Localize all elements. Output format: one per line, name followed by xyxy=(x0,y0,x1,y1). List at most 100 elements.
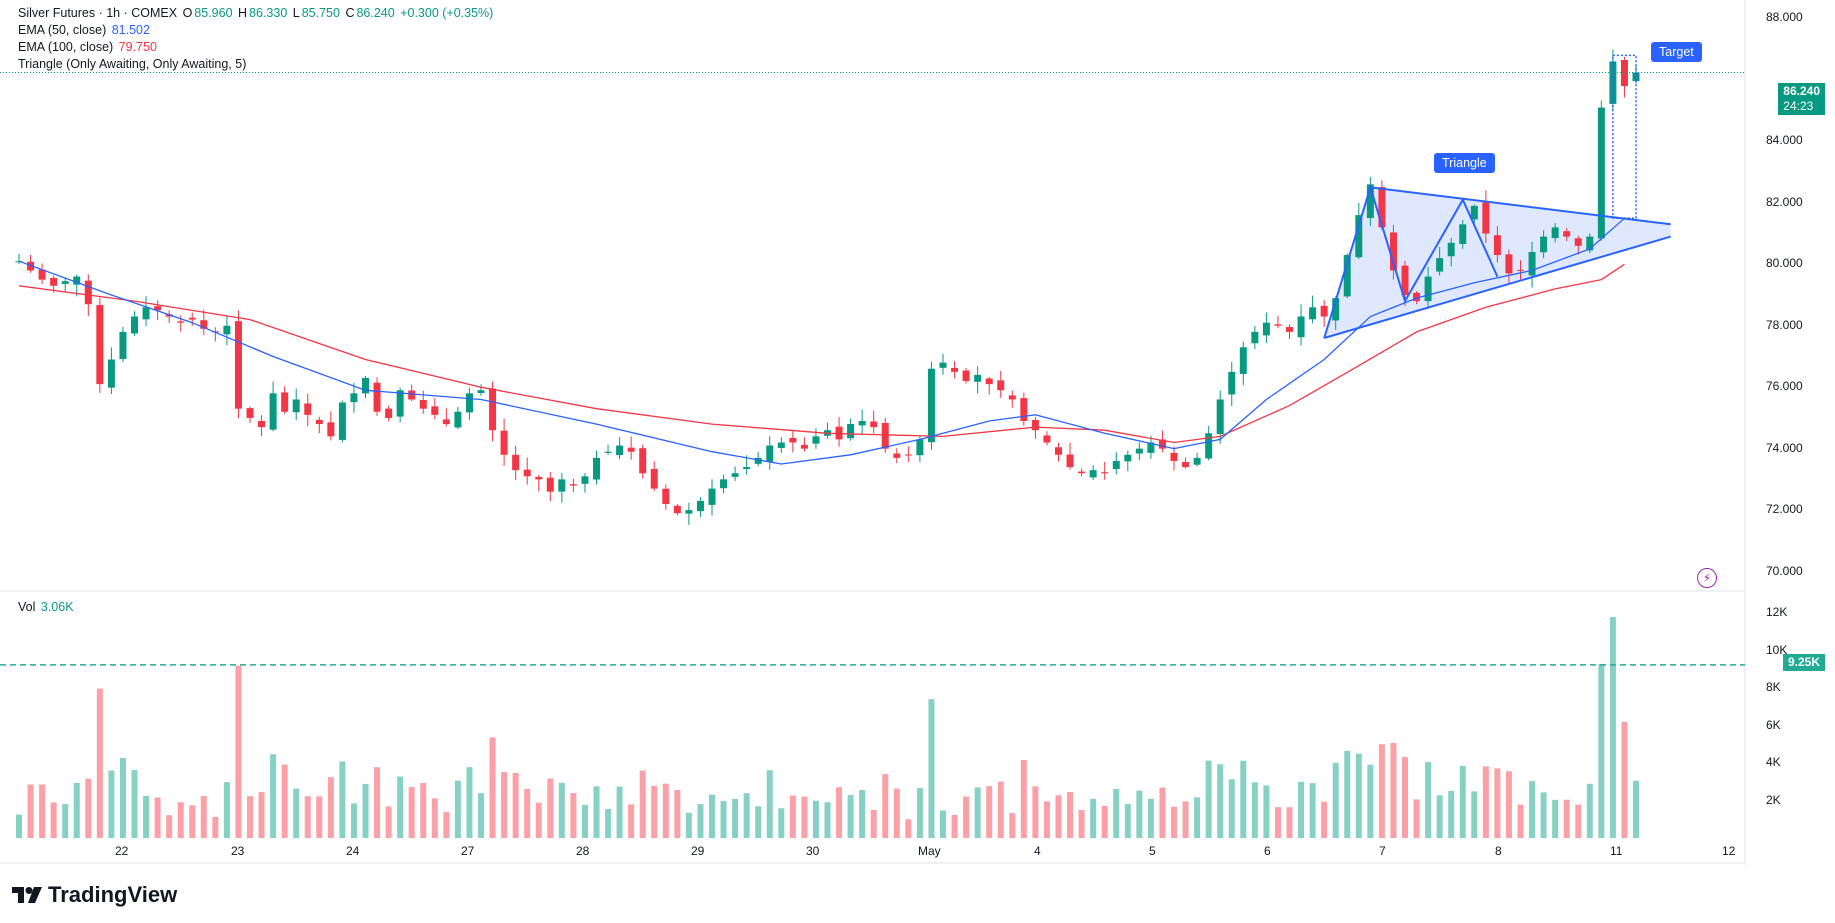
volume-bar xyxy=(974,787,981,838)
candle xyxy=(1528,241,1536,288)
volume-bar xyxy=(1298,781,1305,838)
price-tick-label: 76.000 xyxy=(1766,379,1803,394)
candle xyxy=(673,503,681,516)
candle xyxy=(1239,341,1247,386)
time-tick-label: 23 xyxy=(231,844,245,858)
candle xyxy=(61,277,69,292)
candle xyxy=(1055,442,1062,462)
legend-low-value: 85.750 xyxy=(301,6,340,20)
candle xyxy=(223,315,231,346)
volume-bar xyxy=(986,786,993,838)
volume-bar xyxy=(339,761,346,838)
time-tick-label: 5 xyxy=(1149,844,1156,858)
volume-bar xyxy=(39,784,46,838)
volume-bar xyxy=(812,800,819,838)
candle xyxy=(558,473,566,503)
ema100-line xyxy=(18,263,1625,444)
candle xyxy=(465,387,473,420)
candle xyxy=(142,296,150,326)
legend-close-label: C xyxy=(345,6,355,20)
volume-bar xyxy=(1552,799,1559,838)
volume-bar xyxy=(893,788,900,838)
candle xyxy=(858,409,866,436)
volume-bar xyxy=(1055,795,1062,838)
volume-bar xyxy=(1378,744,1385,838)
candle xyxy=(927,361,935,450)
candle xyxy=(754,451,762,467)
candle xyxy=(974,366,982,394)
volume-bar xyxy=(859,789,866,838)
volume-bar xyxy=(951,814,958,838)
price-tick-label: 84.000 xyxy=(1766,133,1803,148)
last-price-tag: 86.240 24:23 xyxy=(1778,83,1825,115)
volume-bar xyxy=(1136,790,1143,838)
volume-bar xyxy=(616,786,623,838)
volume-bar xyxy=(96,688,103,838)
candle xyxy=(777,437,785,453)
candle xyxy=(1182,457,1190,469)
volume-bar xyxy=(293,788,300,838)
volume-bar xyxy=(1621,721,1628,838)
candle xyxy=(1286,324,1293,340)
candle xyxy=(1124,450,1132,472)
price-tick-label: 80.000 xyxy=(1766,256,1803,271)
candle xyxy=(627,436,635,460)
volume-bar xyxy=(755,806,762,838)
candle xyxy=(1447,238,1455,267)
candle xyxy=(1228,361,1236,407)
time-tick-label: 22 xyxy=(115,844,129,858)
volume-bar xyxy=(420,782,427,838)
volume-bar xyxy=(1517,804,1524,838)
volume-bar xyxy=(454,780,461,838)
volume-bar xyxy=(905,819,912,838)
candle xyxy=(408,384,416,402)
volume-bar xyxy=(27,784,34,838)
volume-bar xyxy=(1147,798,1154,838)
triangle-annotation[interactable]: Triangle xyxy=(1434,153,1495,173)
volume-bar xyxy=(304,796,311,838)
candle xyxy=(304,393,312,427)
candle xyxy=(131,311,138,336)
volume-bar xyxy=(1633,780,1639,838)
replay-icon[interactable]: ⚡ xyxy=(1697,568,1717,588)
candle xyxy=(1459,220,1467,249)
candle xyxy=(489,381,497,442)
volume-bar xyxy=(1182,801,1189,838)
volume-bar xyxy=(1563,799,1570,838)
time-tick-label: 7 xyxy=(1379,844,1386,858)
volume-bar xyxy=(1459,765,1466,838)
candle xyxy=(165,310,173,323)
candle xyxy=(766,436,774,470)
candle xyxy=(581,473,589,493)
legend-ema50-label: EMA (50, close) xyxy=(18,23,107,37)
candle xyxy=(211,327,219,342)
volume-bar xyxy=(685,812,692,838)
tradingview-logo[interactable]: TradingView xyxy=(12,882,177,908)
candle xyxy=(338,400,346,443)
candle xyxy=(1066,442,1074,470)
volume-bar xyxy=(1436,795,1443,838)
volume-bar xyxy=(143,795,150,838)
candle xyxy=(616,436,624,460)
volume-bar xyxy=(374,767,381,838)
candle xyxy=(1470,204,1478,225)
time-tick-label: 28 xyxy=(576,844,590,858)
candle xyxy=(904,446,912,463)
target-annotation[interactable]: Target xyxy=(1651,42,1702,62)
candle xyxy=(812,428,820,449)
volume-bar xyxy=(1020,759,1027,838)
candle xyxy=(1031,416,1039,440)
legend-ema100-label: EMA (100, close) xyxy=(18,40,114,54)
volume-bar xyxy=(743,793,750,838)
volume-bar xyxy=(223,782,230,838)
legend-ema100-value: 79.750 xyxy=(118,40,157,54)
volume-bar xyxy=(478,793,484,838)
volume-line-tag: 9.25K xyxy=(1782,654,1825,671)
legend-ema50-row: EMA (50, close) 81.502 xyxy=(18,22,152,39)
bar-countdown: 24:23 xyxy=(1783,99,1814,113)
candle xyxy=(569,478,577,493)
candle xyxy=(720,474,728,494)
volume-bar xyxy=(1425,762,1432,838)
volume-bar xyxy=(824,802,831,838)
